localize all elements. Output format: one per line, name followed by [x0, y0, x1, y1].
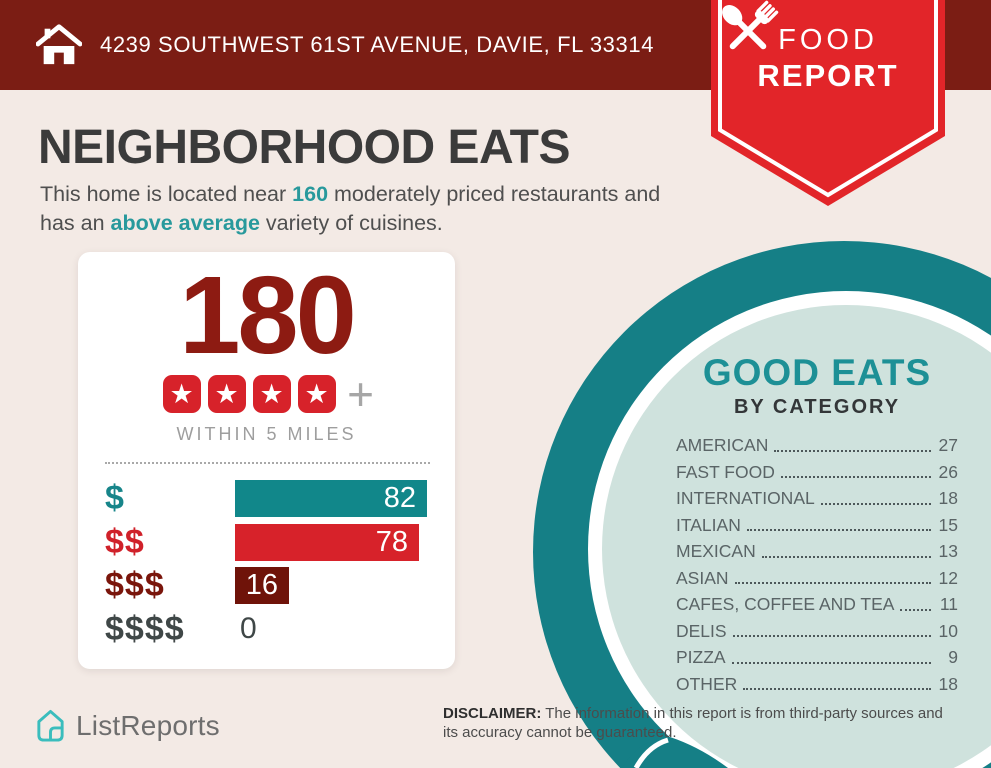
- dotted-leader: [761, 555, 931, 558]
- restaurant-count: 160: [292, 182, 329, 206]
- price-count-bar: 16: [235, 567, 289, 604]
- restaurant-stats-card: 180 ★ ★ ★ ★ + WITHIN 5 MILES $82 $$ 78 $$$ 16 $$$…: [78, 252, 455, 669]
- category-label: DELIS: [676, 620, 727, 641]
- price-level-label: $$$$: [105, 609, 185, 648]
- price-row: $$$$ 0: [105, 609, 455, 648]
- good-eats-subtitle: BY CATEGORY: [733, 396, 901, 418]
- circle-corner-arc: [622, 737, 728, 768]
- food-report-ribbon: FOOD REPORT: [711, 0, 945, 212]
- category-label: ASIAN: [676, 567, 729, 588]
- yelp-star-icon: ★: [207, 375, 246, 413]
- category-row: ITALIAN 15: [676, 514, 958, 536]
- category-label: CAFES, COFFEE AND TEA: [676, 594, 895, 614]
- price-row: $82: [105, 479, 455, 517]
- category-row: AMERICAN 27: [676, 435, 958, 456]
- good-eats-title: GOOD EATS: [702, 352, 932, 393]
- price-row: $$ 78: [105, 522, 455, 561]
- dotted-leader: [780, 476, 931, 478]
- ribbon-title-line1: FOOD: [778, 24, 878, 56]
- category-row: OTHER 18: [676, 673, 958, 695]
- category-list: AMERICAN 27 FAST FOOD 26 INTERNATIONAL 18 ITAL…: [676, 435, 958, 695]
- dotted-leader: [743, 688, 931, 690]
- dotted-leader: [734, 582, 931, 584]
- category-count: 26: [938, 461, 958, 482]
- total-restaurants: 180: [179, 254, 357, 377]
- yelp-star-icon: ★: [252, 375, 291, 413]
- intro-text: This home is located near 160 moderately…: [40, 180, 695, 237]
- ribbon-inner-border: [718, 0, 938, 198]
- category-count: 18: [938, 673, 958, 694]
- dotted-leader: [731, 661, 931, 664]
- circle-inner-mint: [602, 305, 991, 768]
- category-row: ASIAN 12: [676, 567, 958, 589]
- yelp-star-icon: ★: [297, 375, 336, 413]
- price-level-label: $$$: [105, 566, 165, 604]
- ribbon-shape: [711, 0, 945, 206]
- good-eats-panel: GOOD EATS BY CATEGORY AMERICAN 27 FAST FOO…: [676, 352, 958, 701]
- fork-spoon-icon: [722, 0, 779, 50]
- dotted-leader: [820, 502, 931, 505]
- disclaimer-label: DISCLAIMER:: [443, 705, 542, 722]
- category-row: CAFES, COFFEE AND TEA 11: [676, 594, 958, 615]
- variety-highlight: above average: [110, 210, 260, 235]
- listreports-logo-icon: [37, 709, 64, 742]
- price-count-zero: 0: [240, 612, 257, 645]
- plus-icon: +: [347, 368, 374, 420]
- circle-corner-arc-line: [633, 737, 669, 768]
- price-count-bar: 78: [235, 523, 419, 561]
- disclaimer-text: The information in this report is from t…: [443, 705, 943, 741]
- category-label: INTERNATIONAL: [676, 488, 815, 508]
- dotted-leader: [774, 449, 931, 452]
- home-icon: [36, 24, 82, 65]
- category-row: MEXICAN 13: [676, 541, 958, 562]
- category-count: 13: [938, 541, 958, 561]
- category-label: MEXICAN: [676, 541, 756, 561]
- listreports-brand: ListReports: [34, 708, 220, 744]
- category-count: 18: [938, 488, 958, 508]
- category-count: 15: [938, 514, 958, 535]
- dotted-leader: [900, 608, 931, 611]
- ribbon-title-line2: REPORT: [757, 58, 899, 93]
- category-row: INTERNATIONAL 18: [676, 488, 958, 509]
- intro-text-mid: moderately priced restaurants and has an: [40, 182, 661, 235]
- category-count: 12: [938, 567, 958, 588]
- price-level-label: $$: [105, 522, 145, 561]
- category-count: 11: [939, 594, 958, 614]
- price-bar-chart: $82 $$ 78 $$$ 16 $$$$ 0: [105, 479, 455, 648]
- intro-text-post: variety of cuisines.: [259, 210, 443, 235]
- category-count: 27: [938, 435, 958, 455]
- yelp-star-icon: ★: [162, 375, 201, 413]
- intro-text-pre: This home is located near: [40, 182, 293, 206]
- price-row: $$$ 16: [105, 566, 455, 604]
- dotted-divider: [105, 462, 430, 464]
- category-label: ITALIAN: [676, 514, 741, 535]
- category-label: AMERICAN: [676, 435, 769, 455]
- category-label: OTHER: [676, 673, 738, 694]
- rating-stars: ★ ★ ★ ★ +: [78, 368, 455, 420]
- radius-label: WITHIN 5 MILES: [176, 424, 357, 444]
- price-level-label: $: [105, 479, 125, 517]
- category-row: FAST FOOD 26: [676, 461, 958, 483]
- category-count: 10: [938, 620, 958, 641]
- disclaimer: DISCLAIMER: The information in this repo…: [443, 704, 959, 742]
- category-label: PIZZA: [676, 647, 726, 667]
- page-title: NEIGHBORHOOD EATS: [38, 121, 570, 174]
- category-row: DELIS 10: [676, 620, 958, 642]
- price-count-bar: 82: [235, 480, 427, 517]
- property-address: 4239 SOUTHWEST 61ST AVENUE, DAVIE, FL 33…: [100, 32, 655, 57]
- category-row: PIZZA 9: [676, 647, 958, 668]
- dotted-leader: [746, 529, 931, 531]
- category-label: FAST FOOD: [676, 461, 775, 482]
- dotted-leader: [732, 635, 931, 637]
- category-count: 9: [948, 647, 958, 667]
- brand-name: ListReports: [76, 710, 220, 741]
